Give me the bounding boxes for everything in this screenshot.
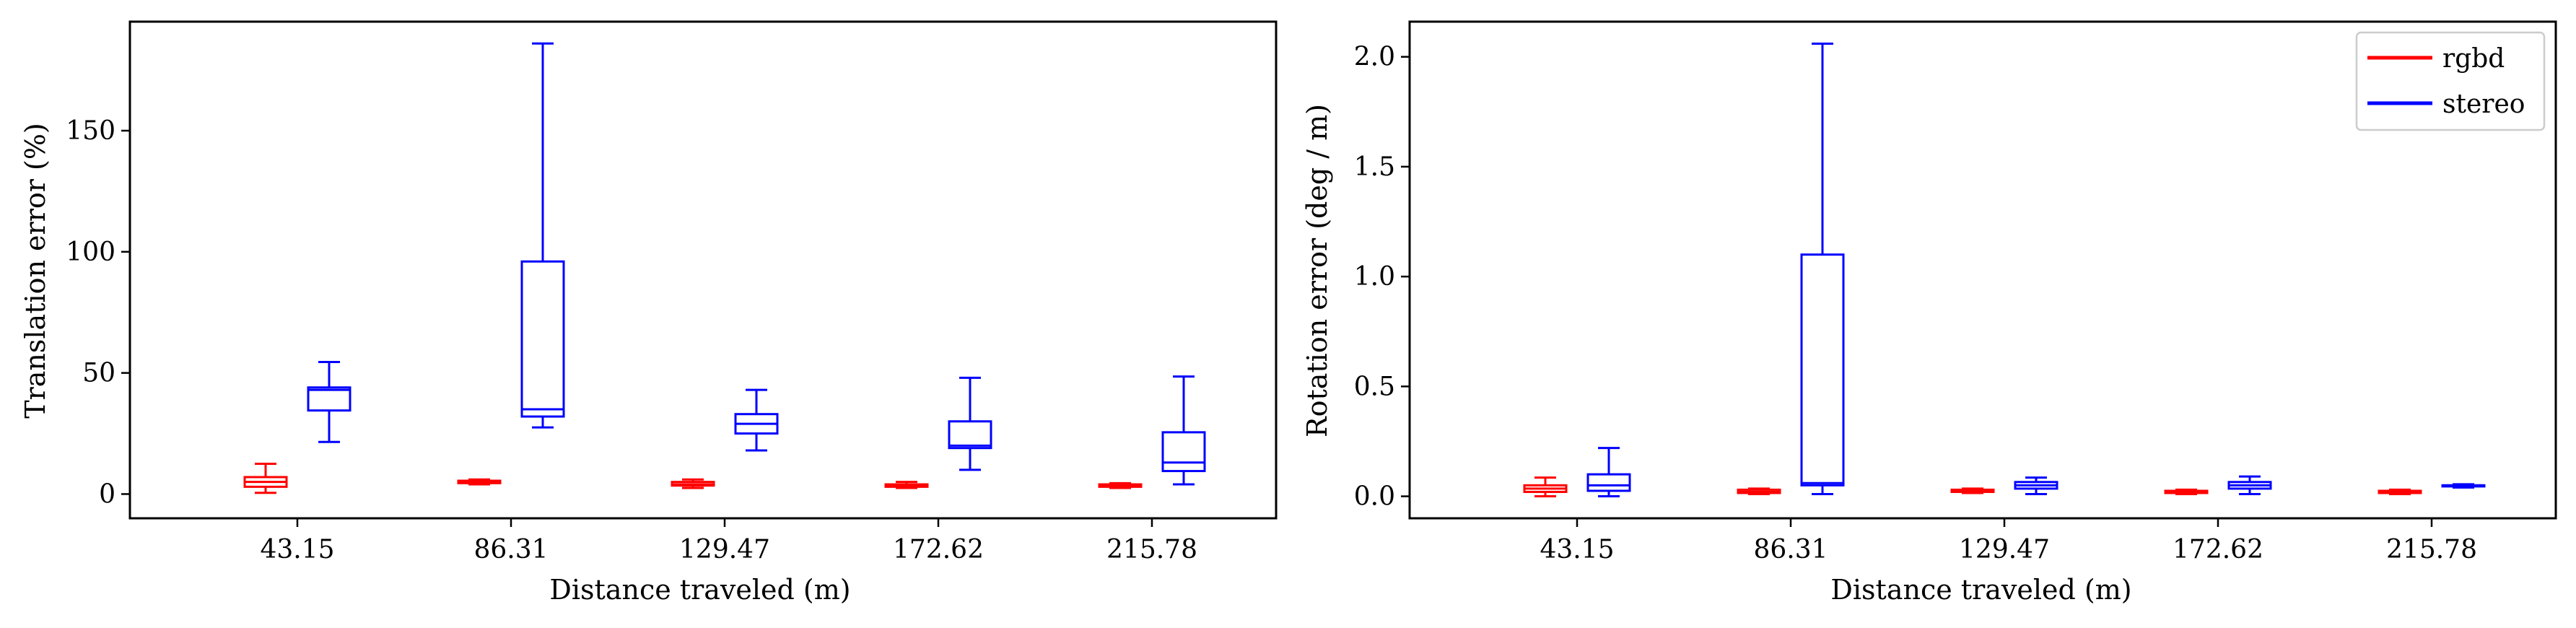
y-tick-label: 100 — [66, 237, 115, 267]
box-rgbd-129.47 — [671, 478, 715, 489]
series-stereo — [1586, 42, 2486, 498]
x-tick-label: 215.78 — [1106, 535, 1197, 564]
rotation-error-panel: Distance traveled (m) Rotation error (de… — [1301, 20, 2557, 606]
box-stereo-172.62 — [2227, 475, 2272, 496]
box-stereo-86.31 — [1800, 42, 1845, 496]
series-rgbd — [243, 462, 1143, 494]
box-rgbd-129.47 — [1950, 487, 1995, 494]
y-tick-label: 1.0 — [1354, 262, 1395, 292]
y-tick-label: 0 — [99, 479, 115, 509]
x-tick-label: 86.31 — [1753, 535, 1828, 564]
y-tick-label: 50 — [82, 359, 115, 388]
box-rgbd-86.31 — [457, 478, 502, 486]
translation-xlabel: Distance traveled (m) — [549, 574, 850, 606]
series-stereo — [307, 42, 1206, 486]
rotation-xlabel: Distance traveled (m) — [1830, 574, 2131, 606]
legend: rgbd stereo — [2355, 31, 2546, 131]
iqr-box — [307, 386, 352, 412]
iqr-box — [1161, 431, 1206, 473]
y-tick-label: 2.0 — [1354, 43, 1395, 72]
iqr-box — [948, 420, 992, 450]
box-rgbd-172.62 — [884, 481, 929, 489]
box-stereo-129.47 — [2014, 476, 2058, 496]
iqr-box — [1800, 253, 1845, 487]
box-rgbd-172.62 — [2164, 488, 2209, 496]
plot-area — [1408, 20, 2557, 520]
x-tick-label: 215.78 — [2386, 535, 2477, 564]
legend-label-rgbd: rgbd — [2442, 44, 2505, 74]
y-tick-label: 1.5 — [1354, 152, 1395, 182]
series-rgbd — [1523, 476, 2422, 498]
box-stereo-129.47 — [734, 388, 779, 452]
box-rgbd-43.15 — [1523, 476, 1568, 498]
x-tick-label: 43.15 — [1540, 535, 1614, 564]
x-tick-label: 43.15 — [260, 535, 334, 564]
legend-label-stereo: stereo — [2442, 90, 2525, 119]
x-tick-label: 86.31 — [473, 535, 548, 564]
box-stereo-86.31 — [520, 42, 565, 429]
x-tick-label: 129.47 — [1959, 535, 2050, 564]
box-rgbd-86.31 — [1737, 487, 1781, 496]
y-tick-label: 150 — [66, 116, 115, 146]
x-tick-label: 172.62 — [2173, 535, 2263, 564]
x-tick-label: 172.62 — [893, 535, 984, 564]
rotation-ylabel: Rotation error (deg / m) — [1301, 104, 1333, 437]
box-rgbd-43.15 — [243, 462, 288, 494]
plot-area — [128, 20, 1278, 520]
box-rgbd-215.78 — [1098, 481, 1143, 489]
y-tick-label: 0.0 — [1354, 482, 1395, 512]
iqr-box — [1586, 473, 1631, 492]
box-stereo-172.62 — [948, 376, 992, 471]
y-tick-label: 0.5 — [1354, 372, 1395, 401]
box-stereo-43.15 — [307, 361, 352, 443]
x-tick-label: 129.47 — [679, 535, 770, 564]
translation-ylabel: Translation error (%) — [19, 123, 51, 419]
box-stereo-43.15 — [1586, 447, 1631, 498]
box-stereo-215.78 — [1161, 375, 1206, 486]
box-rgbd-215.78 — [2378, 488, 2422, 496]
translation-error-panel: Distance traveled (m) Translation error … — [19, 20, 1278, 606]
iqr-box — [520, 260, 565, 418]
box-stereo-215.78 — [2441, 483, 2486, 489]
